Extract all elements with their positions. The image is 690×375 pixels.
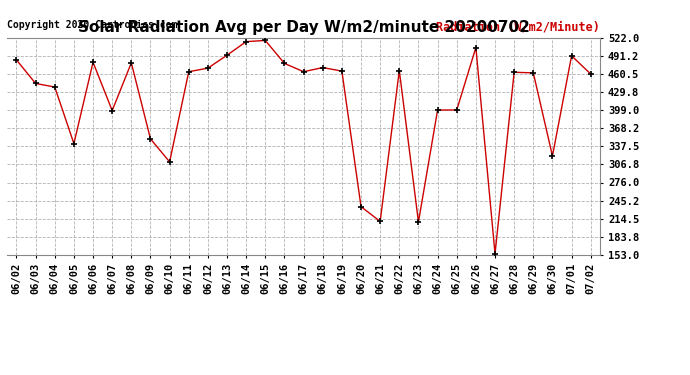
Title: Solar Radiation Avg per Day W/m2/minute 20200702: Solar Radiation Avg per Day W/m2/minute … — [78, 20, 529, 35]
Text: Copyright 2020 Cartronics.com: Copyright 2020 Cartronics.com — [7, 20, 177, 30]
Text: Radiation (W/m2/Minute): Radiation (W/m2/Minute) — [436, 20, 600, 33]
